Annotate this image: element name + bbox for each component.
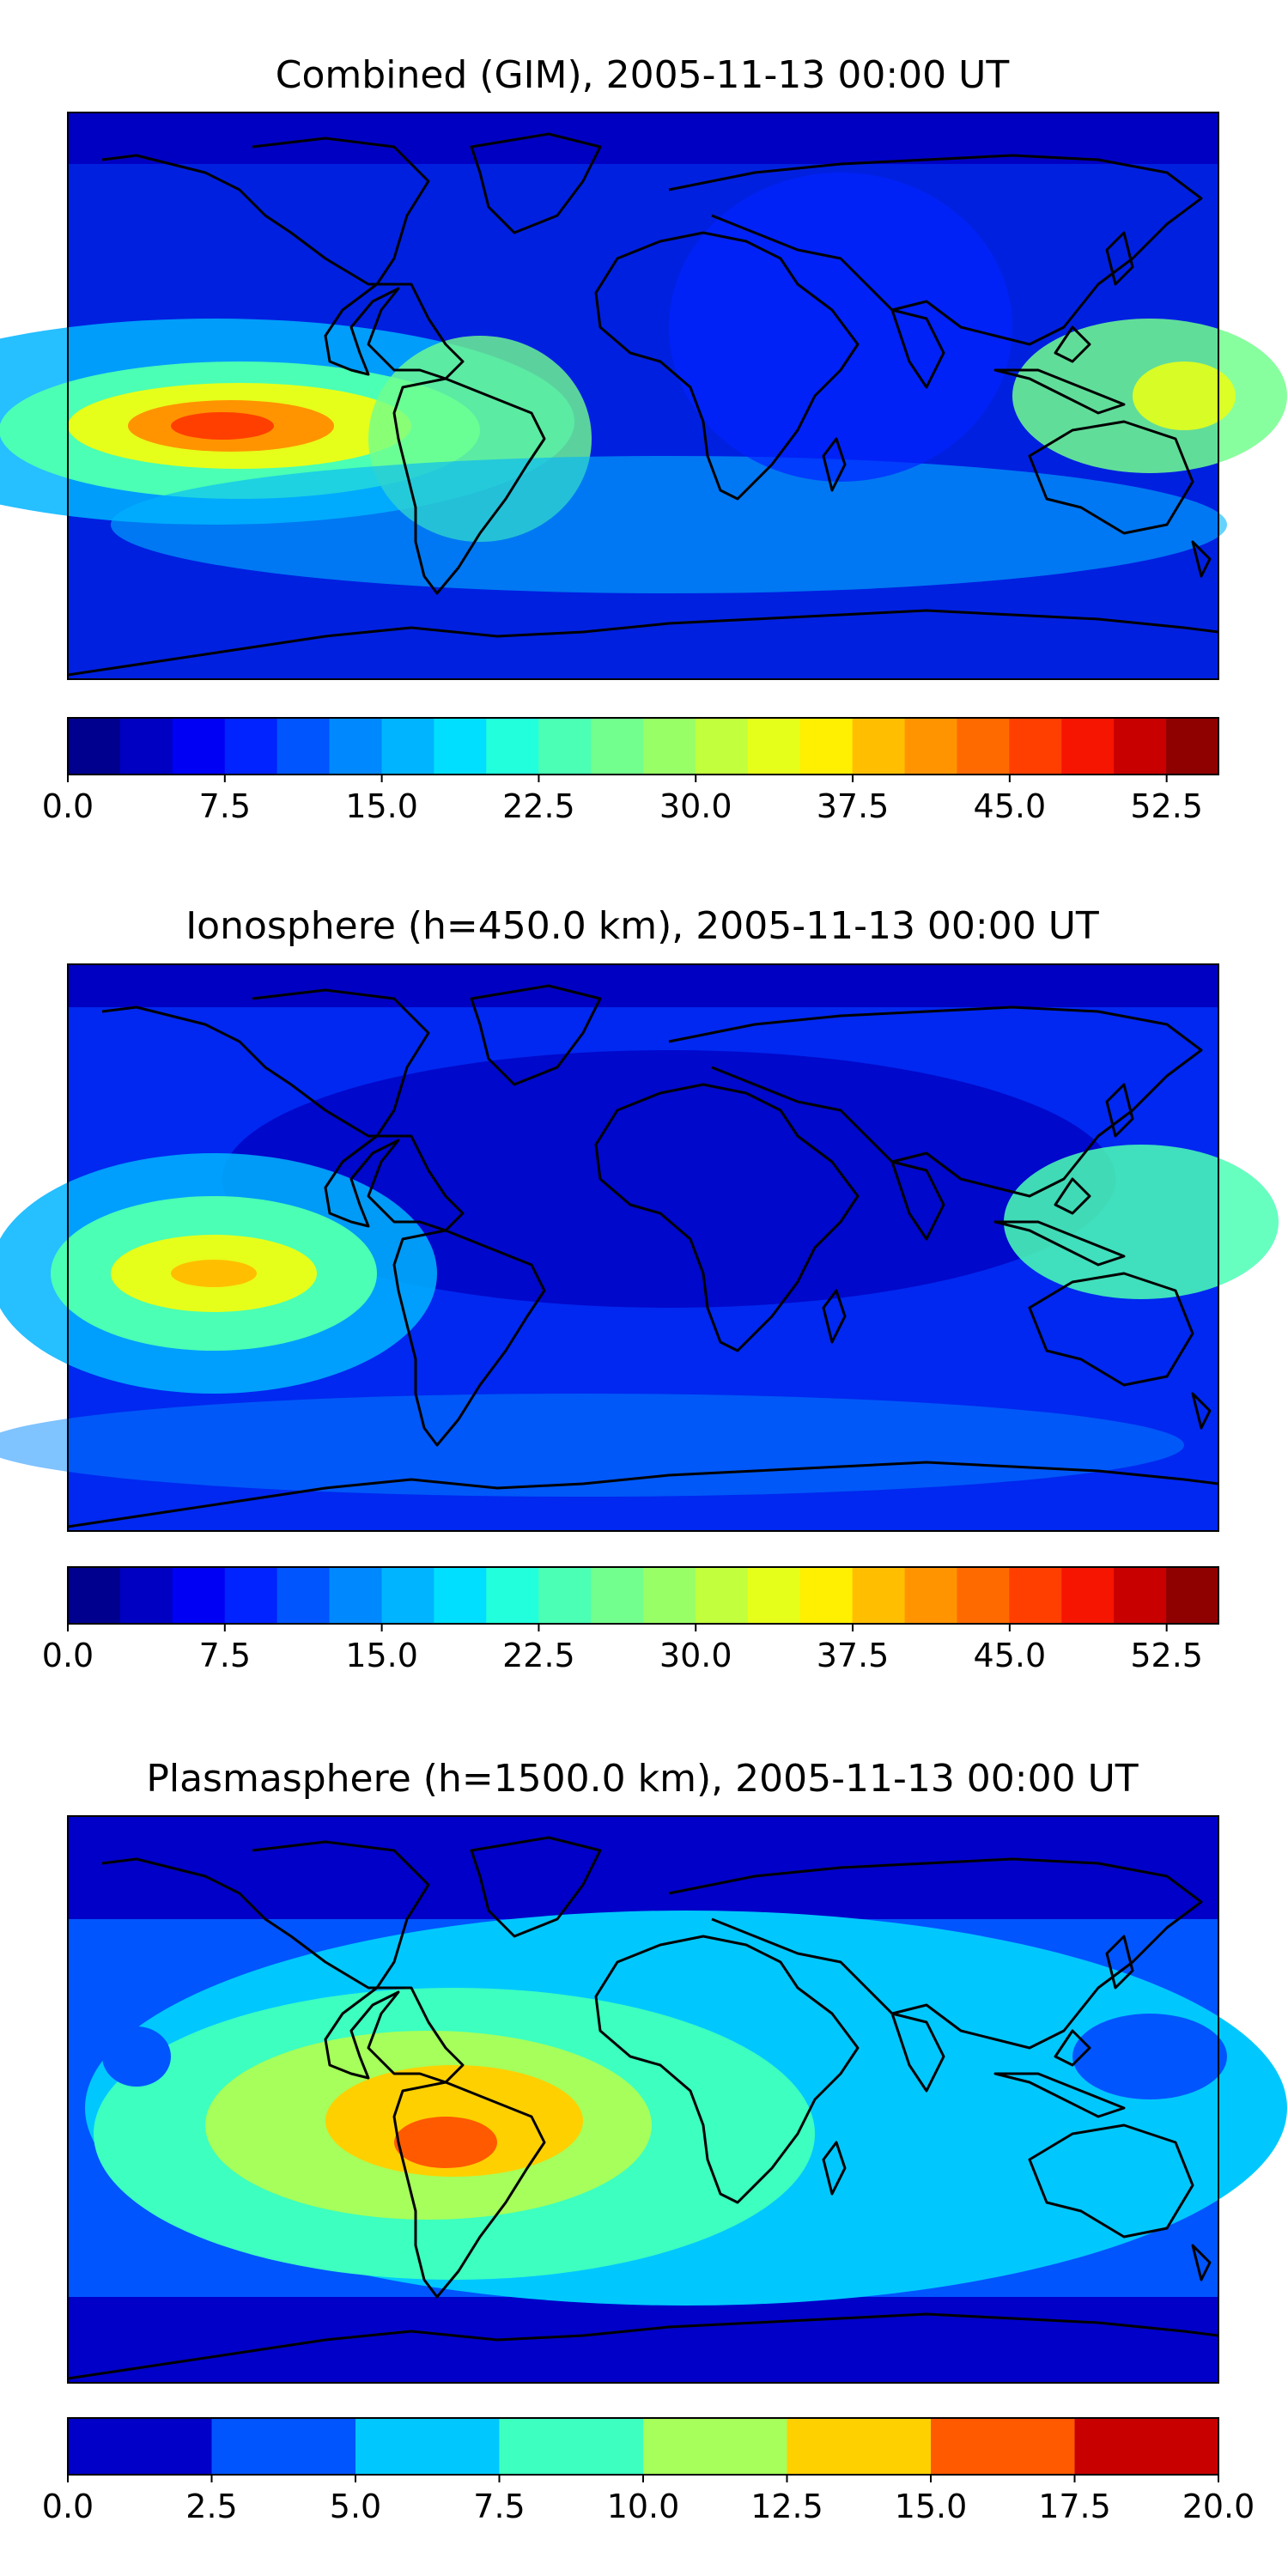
colorbar-segment — [1074, 2418, 1219, 2475]
colorbar-tick-label: 52.5 — [1130, 787, 1203, 825]
colorbar-segment — [904, 718, 957, 775]
colorbar-tick-label: 0.0 — [42, 787, 94, 825]
tec-map-ionosphere — [0, 963, 1279, 1532]
colorbar-segment — [695, 1567, 749, 1624]
panel-title: Ionosphere (h=450.0 km), 2005-11-13 00:0… — [185, 904, 1099, 948]
colorbar-segment — [852, 1567, 906, 1624]
colorbar-segment — [119, 1567, 173, 1624]
colorbar-segment — [1009, 1567, 1062, 1624]
colorbar-segment — [852, 718, 906, 775]
colorbar-frame — [67, 717, 1219, 775]
colorbar-segment — [119, 718, 173, 775]
colorbar-segment — [931, 2418, 1075, 2475]
colorbar-segment — [276, 718, 331, 775]
colorbar-tick-label: 0.0 — [42, 1637, 94, 1674]
colorbar-tick-label: 7.5 — [473, 2488, 525, 2525]
colorbar-segment — [1114, 1567, 1167, 1624]
colorbar-segment — [68, 1567, 121, 1624]
colorbar-tick-label: 15.0 — [895, 2488, 968, 2525]
colorbar-tick-label: 22.5 — [502, 787, 575, 825]
colorbar-segment — [68, 718, 121, 775]
tec-map-plasmasphere — [66, 1815, 1287, 2384]
colorbar-segment — [276, 1567, 331, 1624]
colorbar-segment — [695, 718, 749, 775]
colorbar-segment — [486, 1567, 539, 1624]
colorbar-segment — [329, 1567, 382, 1624]
panel-title: Plasmasphere (h=1500.0 km), 2005-11-13 0… — [146, 1757, 1138, 1801]
colorbar: 0.0 7.5 15.0 22.5 30.0 37.5 45.0 52.5 — [42, 717, 1219, 825]
colorbar-tick-label: 45.0 — [974, 787, 1047, 825]
panel-ionosphere: Ionosphere (h=450.0 km), 2005-11-13 00:0… — [0, 904, 1279, 1674]
colorbar-tick-label: 7.5 — [199, 787, 251, 825]
colorbar-segment — [799, 718, 854, 775]
colorbar-segment — [1166, 1567, 1219, 1624]
colorbar-segment — [799, 1567, 854, 1624]
colorbar-segment — [68, 2418, 212, 2475]
colorbar-tick-label: 5.0 — [330, 2488, 381, 2525]
colorbar-segment — [747, 718, 801, 775]
colorbar-segment — [787, 2418, 932, 2475]
colorbar-segment — [643, 1567, 696, 1624]
colorbar-tick-label: 12.5 — [750, 2488, 823, 2525]
colorbar-segment — [643, 2418, 787, 2475]
colorbar-segment — [224, 718, 278, 775]
colorbar-segment — [172, 1567, 226, 1624]
colorbar-segment — [355, 2418, 500, 2475]
colorbar-segment — [486, 718, 539, 775]
colorbar-tick-label: 15.0 — [345, 1637, 418, 1674]
colorbar-segment — [434, 718, 487, 775]
colorbar-segment — [211, 2418, 356, 2475]
colorbar: 0.0 7.5 15.0 22.5 30.0 37.5 45.0 52.5 — [42, 1566, 1219, 1674]
colorbar-tick-label: 52.5 — [1130, 1637, 1203, 1674]
colorbar-segment — [1166, 718, 1219, 775]
colorbar-segment — [499, 2418, 644, 2475]
colorbar-tick-label: 10.0 — [607, 2488, 680, 2525]
colorbar-segment — [381, 718, 434, 775]
colorbar-segment — [591, 1567, 644, 1624]
colorbar-segment — [591, 718, 644, 775]
colorbar-tick-label: 22.5 — [502, 1637, 575, 1674]
colorbar-tick-label: 20.0 — [1182, 2488, 1255, 2525]
colorbar-segment — [1009, 718, 1062, 775]
panel-combined: Combined (GIM), 2005-11-13 00:00 UT 0.0 7… — [0, 53, 1287, 825]
colorbar-segment — [904, 1567, 957, 1624]
colorbar-segment — [329, 718, 382, 775]
colorbar-segment — [172, 718, 226, 775]
colorbar-segment — [1061, 718, 1115, 775]
colorbar-segment — [538, 718, 592, 775]
colorbar-tick-label: 0.0 — [42, 2488, 94, 2525]
colorbar-tick-label: 45.0 — [974, 1637, 1047, 1674]
colorbar-segment — [957, 1567, 1010, 1624]
colorbar-segment — [224, 1567, 278, 1624]
colorbar-tick-label: 30.0 — [659, 787, 732, 825]
colorbar-tick-label: 17.5 — [1038, 2488, 1111, 2525]
colorbar-tick-label: 37.5 — [817, 787, 890, 825]
colorbar-segment — [747, 1567, 801, 1624]
colorbar-tick-label: 2.5 — [185, 2488, 237, 2525]
colorbar-segment — [1114, 718, 1167, 775]
colorbar-segment — [1061, 1567, 1115, 1624]
colorbar-segment — [434, 1567, 487, 1624]
colorbar-tick-label: 7.5 — [199, 1637, 251, 1674]
colorbar-frame — [67, 1566, 1219, 1625]
panel-plasmasphere: Plasmasphere (h=1500.0 km), 2005-11-13 0… — [42, 1757, 1287, 2525]
colorbar-segment — [957, 718, 1010, 775]
colorbar-segment — [538, 1567, 592, 1624]
panel-title: Combined (GIM), 2005-11-13 00:00 UT — [276, 53, 1010, 97]
colorbar-tick-label: 37.5 — [817, 1637, 890, 1674]
colorbar-tick-label: 30.0 — [659, 1637, 732, 1674]
colorbar: 0.0 2.5 5.0 7.5 10.0 12.5 15.0 17.5 20.0 — [42, 2417, 1255, 2525]
colorbar-tick-label: 15.0 — [345, 787, 418, 825]
colorbar-segment — [381, 1567, 434, 1624]
colorbar-segment — [643, 718, 696, 775]
tec-map-combined — [0, 112, 1287, 680]
